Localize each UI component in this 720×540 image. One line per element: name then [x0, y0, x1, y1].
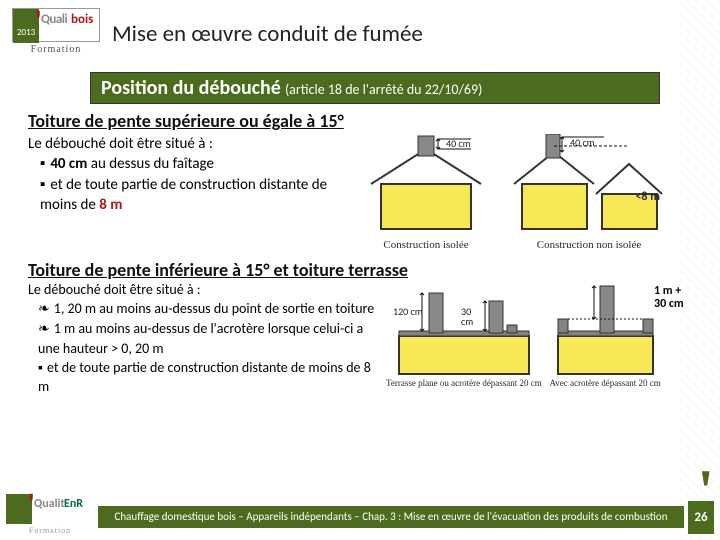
footer-logo-enr: EnR — [64, 497, 83, 511]
page-number: 26 — [688, 501, 714, 534]
footer-logo: ' Qualit EnR Formation — [6, 494, 94, 540]
flat1-caption: Terrasse plane ou acrotère dépassant 20 … — [386, 379, 542, 389]
text-col-1: Le débouché doit être situé à : 40 cm au… — [28, 134, 348, 251]
svg-text:40 cm: 40 cm — [570, 136, 595, 149]
side-note: 1 m + 30 cm — [654, 285, 696, 311]
flat-1: 120 cm 30 cm Terrasse plane ou acrotère … — [386, 281, 542, 389]
caption-non-isolated: Construction non isolée — [504, 239, 674, 251]
house-non-isolated: 40 cm <8 m Construction non isolée — [504, 134, 674, 251]
svg-text:120 cm: 120 cm — [393, 305, 423, 318]
s2b3-text: et de toute partie de construction dista… — [47, 359, 364, 376]
bullet-2: et de toute partie de construction dista… — [40, 175, 348, 216]
bullet2-red: 8 m — [99, 196, 122, 214]
bullet2-text: et de toute partie de construction dista… — [40, 176, 327, 214]
section-bar-main: Position du débouché — [101, 76, 281, 100]
sub-heading-1: Toiture de pente supérieure ou égale à 1… — [28, 110, 700, 132]
section-bar: Position du débouché (article 18 de l'ar… — [90, 72, 660, 104]
s2-bullet-1: 1, 20 m au moins au-dessus du point de s… — [38, 300, 378, 320]
flat2-caption: Avec acrotère dépassant 20 cm — [549, 379, 660, 389]
footer-logo-quali: Qualit — [34, 497, 65, 511]
diagrams-row1: 40 cm Construction isolée 40 cm — [356, 134, 700, 251]
content: Toiture de pente supérieure ou égale à 1… — [0, 110, 720, 397]
house-isolated: 40 cm Construction isolée — [356, 134, 496, 251]
logo-year: 2013 — [17, 27, 35, 38]
s2b1-rest: au-dessus du point de sortie en toiture — [151, 300, 374, 317]
logo-bois-text: bois — [71, 12, 93, 27]
footer: ' Qualit EnR Formation Chauffage domesti… — [0, 494, 720, 540]
bullet1-rest: au dessus du faîtage — [87, 155, 214, 173]
footer-text: Chauffage domestique bois – Appareils in… — [98, 506, 684, 528]
page-title: Mise en œuvre conduit de fumée — [112, 20, 423, 48]
text-col-2: Le débouché doit être situé à : 1, 20 m … — [28, 281, 378, 397]
bullet-1: 40 cm au dessus du faîtage — [40, 154, 348, 174]
sub-heading-2: Toiture de pente inférieure à 15° et toi… — [28, 259, 700, 281]
s2b1-bold: 1, 20 m au moins — [54, 300, 151, 317]
caption-isolated: Construction isolée — [356, 239, 496, 251]
intro-2: Le débouché doit être situé à : — [28, 281, 378, 300]
s2-bullet-3: et de toute partie de construction dista… — [38, 359, 378, 398]
flat-diagrams: 1 m + 30 cm 120 cm 30 cm — [386, 281, 700, 397]
row-1: Le débouché doit être situé à : 40 cm au… — [28, 134, 700, 251]
eight-m-label: <8 m — [635, 190, 660, 204]
section-bar-detail: (article 18 de l'arrêté du 22/10/69) — [285, 81, 482, 98]
footer-logo-formation: Formation — [6, 526, 94, 535]
logo-formation-text: Formation — [12, 44, 100, 55]
flat-2: Avec acrotère dépassant 20 cm — [549, 281, 660, 389]
intro-1: Le débouché doit être situé à : — [28, 134, 348, 154]
svg-text:cm: cm — [461, 315, 473, 328]
header: ' Quali bois 2013 Formation Mise en œuvr… — [0, 0, 720, 68]
s2b2-bold: 1 m au moins — [54, 320, 130, 337]
dim-40cm-1: 40 cm — [446, 137, 471, 150]
bullet1-bold: 40 cm — [50, 155, 87, 173]
logo-quali-text: Quali — [41, 12, 67, 27]
s2-bullet-2: 1 m au moins au-dessus de l'acrotère lor… — [38, 320, 378, 359]
row-2: Le débouché doit être situé à : 1, 20 m … — [28, 281, 700, 397]
logo-qualibois: ' Quali bois 2013 Formation — [12, 8, 100, 60]
